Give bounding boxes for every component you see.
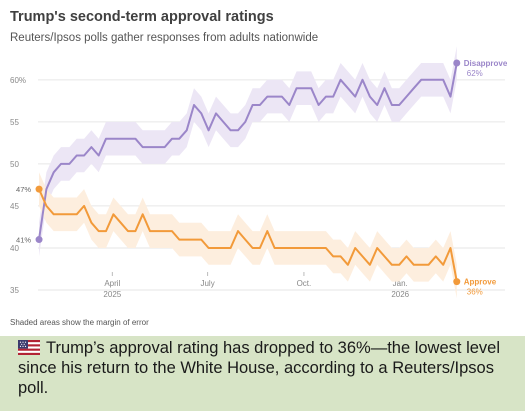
y-tick-label: 45 (10, 202, 19, 211)
series-end-name: Approve (464, 278, 497, 287)
chart-plot: 60% 55 50 45 40 35 April 2025 July Oct. Jan. 2026 41… (10, 46, 508, 299)
y-tick-label: 60% (10, 76, 26, 85)
start-value-label: 47% (16, 185, 31, 194)
series-line (38, 188, 458, 282)
start-point (35, 236, 43, 244)
y-tick-label: 35 (10, 286, 19, 295)
series-end-name: Disapprove (464, 59, 508, 68)
chart-card: Trump's second-term approval ratings Reu… (0, 0, 525, 336)
caption-text: Trump’s approval rating has dropped to 3… (18, 339, 500, 397)
margin-of-error-band (39, 172, 457, 299)
y-tick-label: 40 (10, 244, 19, 253)
series-end-value: 62% (467, 69, 483, 78)
y-tick-label: 55 (10, 118, 19, 127)
x-tick-label: April (104, 279, 120, 288)
x-tick-label: Jan. (393, 279, 408, 288)
chart-subtitle: Reuters/Ipsos polls gather responses fro… (10, 32, 319, 44)
post-caption: Trump’s approval rating has dropped to 3… (18, 338, 518, 398)
series-line (38, 62, 458, 240)
start-value-label: 41% (16, 236, 31, 245)
us-flag-icon (18, 340, 40, 355)
margin-of-error-band (39, 46, 457, 257)
chart-note: Shaded areas show the margin of error (10, 318, 149, 327)
end-point (453, 59, 461, 67)
end-point (453, 278, 461, 286)
chart-title: Trump's second-term approval ratings (10, 9, 274, 25)
x-tick-sublabel: 2025 (103, 290, 121, 299)
start-point (35, 185, 43, 193)
x-tick-label: Oct. (297, 279, 312, 288)
y-tick-label: 50 (10, 160, 19, 169)
x-tick-label: July (200, 279, 214, 288)
x-tick-sublabel: 2026 (391, 290, 409, 299)
series-end-value: 36% (467, 288, 483, 297)
